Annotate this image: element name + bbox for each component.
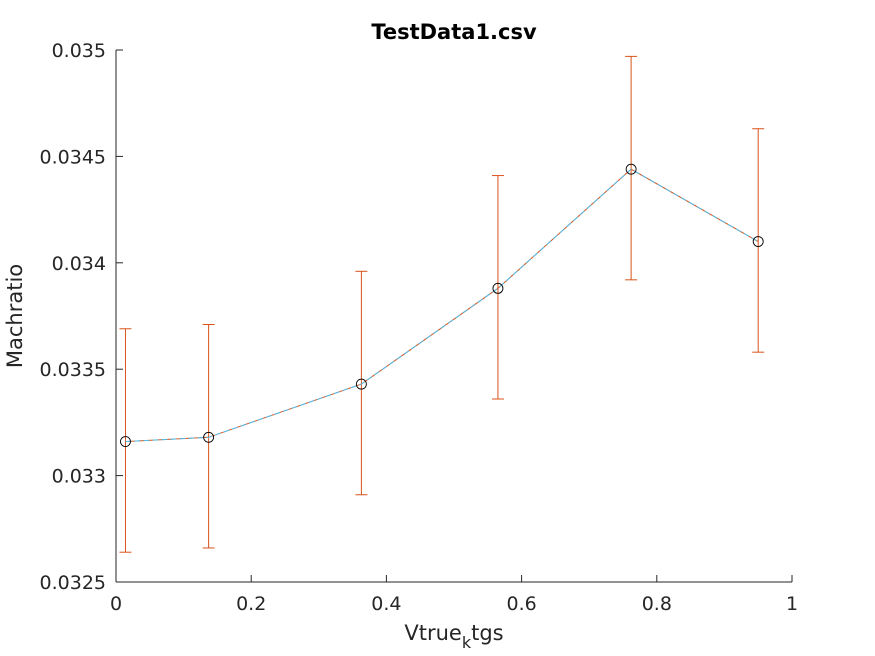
series-layer <box>119 55 765 553</box>
mean-series-line <box>125 168 759 443</box>
data-point-marker <box>203 431 215 443</box>
data-point-marker <box>492 282 504 294</box>
data-point-marker <box>625 163 637 175</box>
y-tick-label: 0.0345 <box>40 146 106 168</box>
data-point-marker <box>120 436 131 448</box>
y-tick-label: 0.033 <box>52 466 106 488</box>
y-ticks: 0.0325 0.033 0.0335 0.034 0.0345 0.035 <box>40 40 123 594</box>
chart-title: TestData1.csv <box>371 20 537 44</box>
y-tick-label: 0.035 <box>52 40 106 62</box>
x-tick-label: 0.6 <box>506 593 536 615</box>
y-tick-label: 0.0335 <box>40 359 106 381</box>
x-ticks: 0 0.2 0.4 0.6 0.8 1 <box>110 575 798 615</box>
x-tick-label: 0.8 <box>642 593 672 615</box>
y-tick-label: 0.0325 <box>40 572 106 594</box>
x-axis-label-subscript: k <box>462 633 472 652</box>
data-point-marker <box>752 236 764 247</box>
y-axis-label: Machratio <box>3 264 27 368</box>
x-tick-label: 0.4 <box>371 593 401 615</box>
x-axis-label: Vtruektgs <box>404 621 503 652</box>
x-tick-label: 0.2 <box>236 593 266 615</box>
plot-area <box>116 50 792 582</box>
x-tick-label: 1 <box>786 593 798 615</box>
x-tick-label: 0 <box>110 593 122 615</box>
x-axis-label-main: Vtrue <box>404 621 461 645</box>
data-point-marker <box>355 378 367 390</box>
y-tick-label: 0.034 <box>52 253 106 275</box>
x-axis-label-suffix: tgs <box>471 621 504 645</box>
